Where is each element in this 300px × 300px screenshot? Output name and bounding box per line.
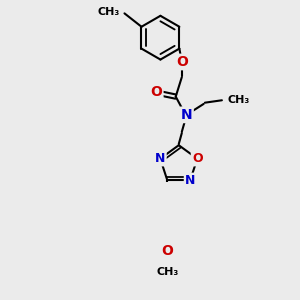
Text: N: N [185,174,195,187]
Text: CH₃: CH₃ [228,95,250,105]
Text: CH₃: CH₃ [98,7,120,17]
Text: N: N [155,152,166,165]
Text: O: O [161,244,173,258]
Text: N: N [181,108,193,122]
Text: CH₃: CH₃ [156,267,178,277]
Text: O: O [150,85,162,99]
Text: O: O [192,152,202,165]
Text: O: O [176,55,188,69]
